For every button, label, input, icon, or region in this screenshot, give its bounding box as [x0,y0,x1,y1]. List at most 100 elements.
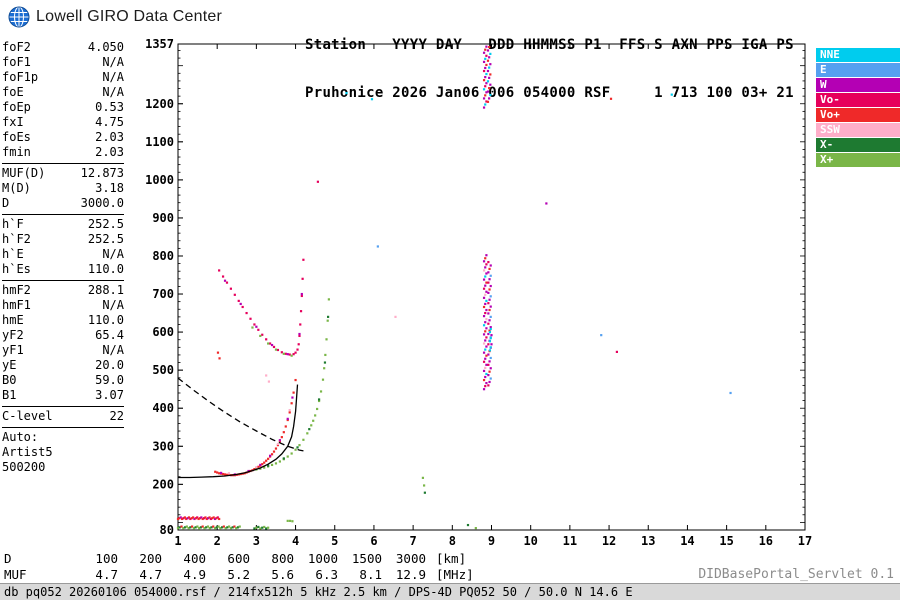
echo-dot [192,526,195,530]
echo-dot [253,323,256,326]
echo-dot [217,525,220,528]
dmuf-cell: 5.6 [271,567,294,582]
x-tick-label: 6 [370,534,377,548]
echo-dot [282,352,285,355]
echo-dot [268,454,272,457]
giro-logo: Lowell GIRO Data Center [8,6,222,28]
echo-dot [482,269,486,272]
param-value: 3.07 [95,388,124,402]
echo-dot [300,292,303,296]
echo-dot [296,348,299,351]
echo-dot [484,76,487,79]
param-label: D [2,196,10,210]
param-label: fxI [2,115,24,129]
param-label: h`Es [2,262,31,276]
echo-dot [261,333,264,336]
echo-dot [484,321,487,324]
dmuf-cell: 100 [95,551,118,566]
legend: NNE E W Vo- Vo+ SSW X- X+ [816,48,900,168]
echo-dot [178,526,181,529]
echo-dot [485,100,488,103]
echo-dot [288,411,291,414]
echo-dot [308,428,311,431]
echo-dot [261,526,264,529]
station-header: Station YYYY DAY DDD HHMMSS P1 FFS S AXN… [305,5,794,133]
y-tick-label: 200 [152,477,174,491]
echo-dot [490,343,493,346]
echo-dot [280,351,283,354]
echo-dot [489,356,492,360]
echo-dot [210,526,213,529]
echo-dot [482,106,486,109]
echo-dot [223,279,227,282]
echo-dot [216,351,220,354]
status-bar: db pq052 20260106 054000.rsf / 214fx512h… [0,583,900,600]
echo-dot [489,264,492,267]
y-tick-label: 1357 [145,37,174,51]
param-label: yF1 [2,343,24,357]
echo-dot [487,332,490,336]
param-row-C-level: C-level 22 [2,409,124,424]
param-row-h-E: h`E N/A [2,247,124,262]
legend-item-E: E [816,63,900,77]
echo-dot [255,466,258,469]
y-tick-label: 900 [152,211,174,225]
param-label: foF2 [2,40,31,54]
echo-dot [489,73,492,76]
param-row-foF1: foF1 N/A [2,55,124,70]
echo-dot [487,291,490,294]
echo-dot [294,448,297,451]
globe-icon [8,6,30,28]
echo-dot [482,305,486,309]
echo-dot [278,439,281,442]
param-row-B1: B1 3.07 [2,388,124,403]
echo-dot [212,525,215,528]
echo-dot [482,378,486,382]
echo-dot [485,272,488,275]
echo-dot [290,402,293,405]
echo-dot [176,517,180,521]
x-tick-label: 5 [331,534,338,548]
echo-dot [231,526,234,529]
echo-dot [324,353,327,357]
echo-dot [205,517,208,521]
echo-dot [482,342,486,345]
echo-dot [249,317,252,320]
dmuf-unit: [km] [436,551,467,566]
echo-dot [218,269,221,272]
echo-dot [489,337,492,340]
echo-dot [253,527,256,530]
echo-dot [321,378,325,381]
echo-dot [276,444,280,447]
echo-dot [488,380,491,384]
param-value: N/A [102,85,124,99]
param-group-4: C-level 22 [2,406,124,427]
param-row-hmF2: hmF2 288.1 [2,283,124,298]
echo-dot [488,56,491,59]
echo-dot [486,49,490,52]
echo-dot [485,354,488,357]
station-header-columns: Station YYYY DAY DDD HHMMSS P1 FFS S AXN… [305,37,794,53]
echo-dot [482,296,486,299]
param-value: 110.0 [87,262,124,276]
echo-dot [286,353,289,356]
echo-dot [294,378,297,382]
echo-dot [485,82,488,85]
echo-dot [484,339,487,342]
auto-row-2: 500200 [2,460,124,475]
echo-dot [485,63,488,67]
echo-dot [221,472,225,476]
echo-dot [263,466,266,469]
echo-dot [228,525,231,528]
param-row-yF2: yF2 65.4 [2,328,124,343]
echo-dot [485,72,488,76]
dmuf-cell: 600 [227,551,250,566]
echo-dot [487,281,490,284]
echo-dot [218,472,221,475]
echo-dot [284,352,287,355]
dmuf-cell: 1500 [351,551,382,566]
param-value: N/A [102,55,124,69]
echo-dot [191,516,195,519]
echo-dot [485,281,488,284]
echo-dot [194,526,197,529]
